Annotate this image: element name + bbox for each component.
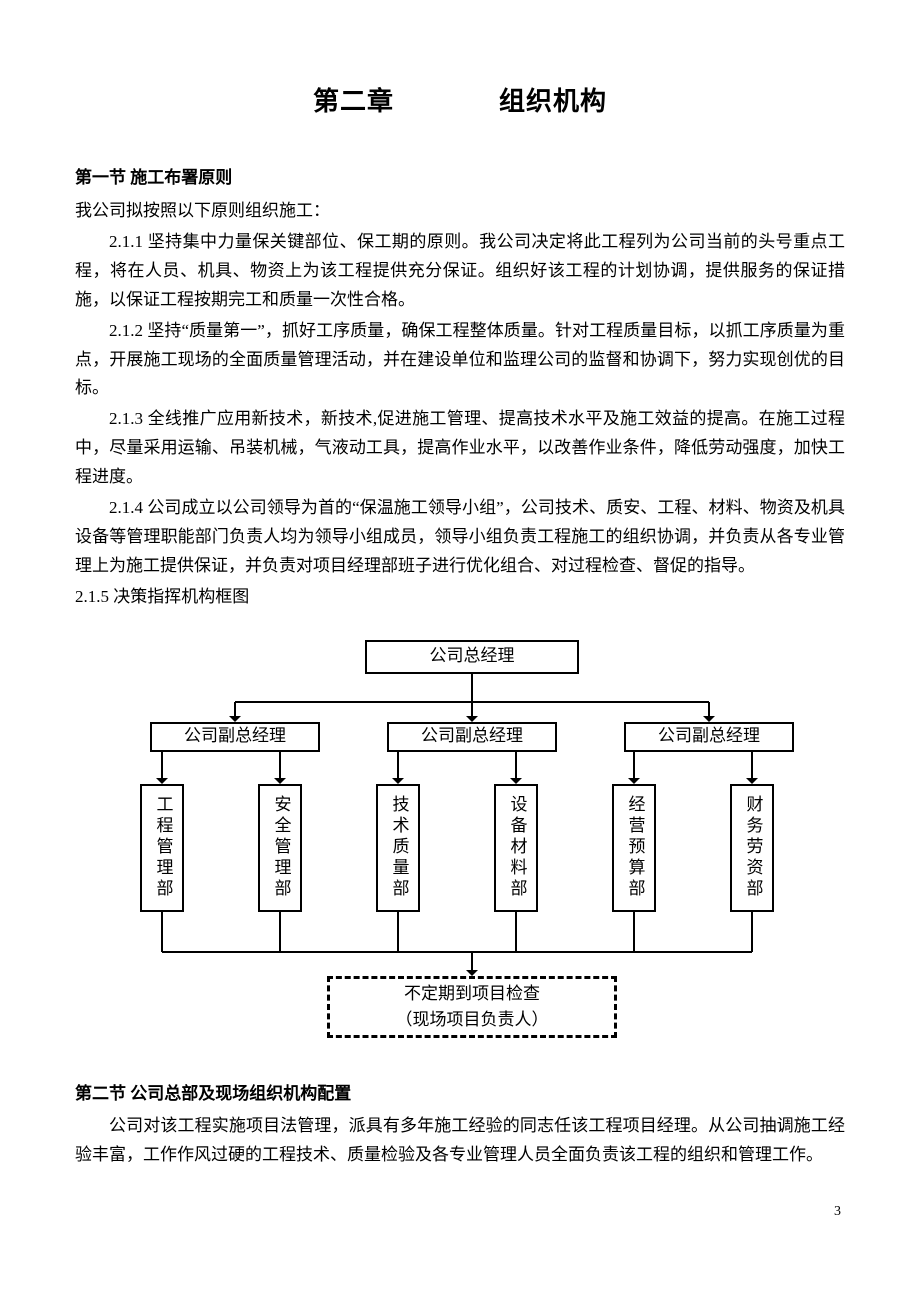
chapter-name: 组织机构	[499, 87, 607, 116]
chapter-title: 第二章 组织机构	[75, 80, 845, 124]
org-mid-node-2: 公司副总经理	[624, 722, 794, 752]
para-2-1-4: 2.1.4 公司成立以公司领导为首的“保温施工领导小组”，公司技术、质安、工程、…	[75, 494, 845, 581]
org-bottom-node: 不定期到项目检查（现场项目负责人）	[327, 976, 617, 1038]
org-dept-node-5: 财务劳资部	[730, 784, 774, 912]
section-1-heading: 第一节 施工布署原则	[75, 164, 845, 193]
org-dept-node-4: 经营预算部	[612, 784, 656, 912]
org-dept-node-0: 工程管理部	[140, 784, 184, 912]
section-2-p1: 公司对该工程实施项目法管理，派具有多年施工经验的同志任该工程项目经理。从公司抽调…	[75, 1112, 845, 1170]
para-2-1-1: 2.1.1 坚持集中力量保关键部位、保工期的原则。我公司决定将此工程列为公司当前…	[75, 228, 845, 315]
para-2-1-3: 2.1.3 全线推广应用新技术，新技术,促进施工管理、提高技术水平及施工效益的提…	[75, 405, 845, 492]
org-mid-node-1: 公司副总经理	[387, 722, 557, 752]
org-bottom-line2: （现场项目负责人）	[396, 1007, 549, 1033]
chapter-number: 第二章	[313, 87, 394, 116]
org-dept-node-2: 技术质量部	[376, 784, 420, 912]
org-top-node: 公司总经理	[365, 640, 579, 674]
page-number: 3	[75, 1200, 845, 1224]
org-mid-node-0: 公司副总经理	[150, 722, 320, 752]
para-2-1-2: 2.1.2 坚持“质量第一”，抓好工序质量，确保工程整体质量。针对工程质量目标，…	[75, 317, 845, 404]
org-chart: 公司总经理公司副总经理 公司副总经理 公司副总经理工程管理部 安全管理部 技术质量部 设备…	[75, 640, 845, 1060]
org-dept-node-1: 安全管理部	[258, 784, 302, 912]
document-page: 第二章 组织机构 第一节 施工布署原则 我公司拟按照以下原则组织施工： 2.1.…	[0, 0, 920, 1264]
section-2-heading: 第二节 公司总部及现场组织机构配置	[75, 1080, 845, 1109]
org-dept-node-3: 设备材料部	[494, 784, 538, 912]
para-2-1-5: 2.1.5 决策指挥机构框图	[75, 583, 845, 612]
section-1-intro: 我公司拟按照以下原则组织施工：	[75, 197, 845, 226]
org-bottom-line1: 不定期到项目检查	[404, 981, 540, 1007]
